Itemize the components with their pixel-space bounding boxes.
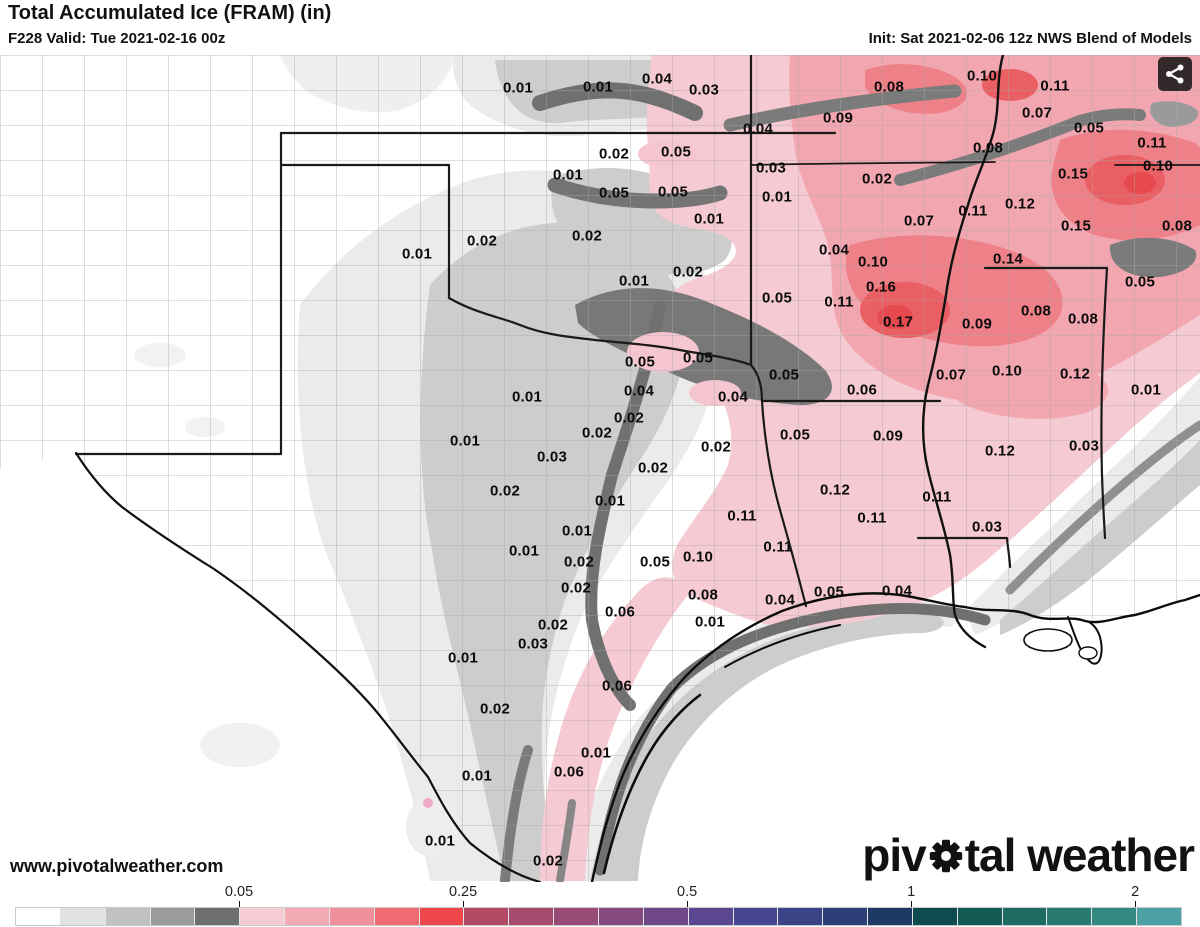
share-icon	[1163, 62, 1187, 86]
colorbar-tick-label: 0.05	[224, 884, 254, 900]
pivotal-weather-logo: piv tal weather	[862, 828, 1195, 885]
weather-map: 0.01 0.01 0.04 0.03 0.04 0.09 0.08 0.10 0.11 0.07…	[0, 55, 1200, 882]
colorbar-tick-mark	[1135, 901, 1137, 907]
colorbar-cell	[285, 908, 330, 925]
share-button[interactable]	[1158, 57, 1192, 91]
colorbar-cell	[868, 908, 913, 925]
colorbar-cell	[1092, 908, 1138, 925]
colorbar-cell	[60, 908, 106, 925]
colorbar-cell	[509, 908, 555, 925]
lake-pontchartrain	[1023, 628, 1098, 660]
page-title: Total Accumulated Ice (FRAM) (in)	[8, 2, 332, 24]
colorbar-tick-label: 0.25	[448, 884, 478, 900]
colorbar-tick-label: 0.5	[677, 884, 698, 900]
rio-grande-river	[74, 451, 542, 882]
colorbar-tick-label: 2	[1131, 884, 1140, 900]
colorbar-cell	[957, 908, 1003, 925]
colorbar-cell	[912, 908, 958, 925]
colorbar-cell	[150, 908, 196, 925]
gulf-coastline	[590, 592, 1200, 882]
colorbar-tick-label: 1	[907, 884, 916, 900]
colorbar-cell	[733, 908, 779, 925]
colorbar-cell	[778, 908, 824, 925]
colorbar-tick-mark	[463, 901, 465, 907]
colorbar-tick-mark	[911, 901, 913, 907]
colorbar-cell	[688, 908, 734, 925]
colorbar-cell	[598, 908, 644, 925]
colorbar-cell	[823, 908, 869, 925]
watermark: www.pivotalweather.com	[10, 856, 224, 876]
colorbar-cell	[16, 908, 61, 925]
colorbar-cell	[1137, 908, 1181, 925]
colorbar-cell	[464, 908, 510, 925]
colorbar-cell	[240, 908, 286, 925]
colorbar-cell	[329, 908, 375, 925]
map-graphics	[0, 55, 1200, 882]
colorbar-cell	[105, 908, 151, 925]
colorbar: 0.05 0.25 0.5 1 2	[0, 882, 1200, 927]
mississippi-river	[921, 55, 1005, 649]
state-borders	[74, 55, 1200, 608]
gear-icon	[928, 831, 964, 885]
colorbar-tick-mark	[687, 901, 689, 907]
colorbar-tick-mark	[239, 901, 241, 907]
colorbar-cell	[1002, 908, 1048, 925]
logo-text-left: piv	[862, 829, 926, 881]
model-init-time: Init: Sat 2021-02-06 12z NWS Blend of Mo…	[868, 30, 1192, 47]
logo-text-right: tal weather	[964, 829, 1195, 881]
forecast-valid-time: F228 Valid: Tue 2021-02-16 00z	[8, 30, 226, 47]
colorbar-cells	[15, 907, 1182, 926]
colorbar-cell	[554, 908, 599, 925]
colorbar-cell	[374, 908, 420, 925]
colorbar-cell	[195, 908, 241, 925]
colorbar-cell	[1047, 908, 1093, 925]
colorbar-cell	[419, 908, 465, 925]
header: Total Accumulated Ice (FRAM) (in) F228 V…	[0, 0, 1200, 55]
colorbar-cell	[643, 908, 689, 925]
